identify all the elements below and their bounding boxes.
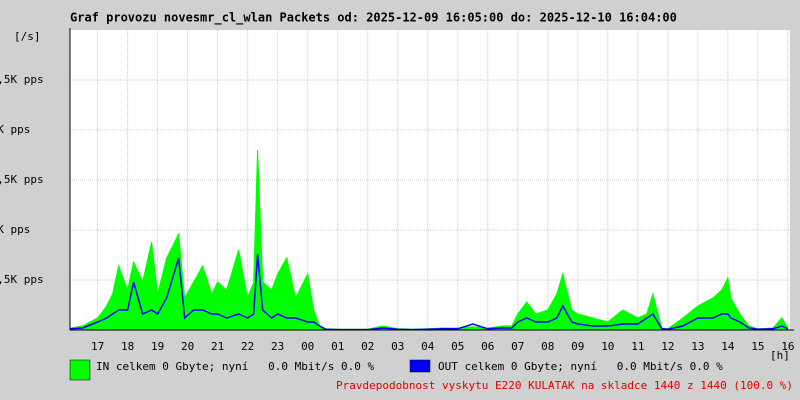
y-tick-label: 50K pps (0, 123, 30, 136)
x-tick-label: 22 (241, 340, 254, 353)
x-tick-label: 15 (751, 340, 764, 353)
y-tick-label: 37,5K pps (0, 173, 44, 186)
x-axis-label: [h] (770, 349, 790, 362)
x-tick-label: 09 (571, 340, 584, 353)
x-tick-label: 00 (301, 340, 314, 353)
x-tick-label: 16 (781, 340, 794, 353)
x-tick-label: 04 (421, 340, 435, 353)
x-tick-label: 11 (631, 340, 644, 353)
footer: Pravdepodobnost vyskytu E220 KULATAK na … (336, 379, 793, 392)
x-tick-label: 23 (271, 340, 284, 353)
x-tick-label: 05 (451, 340, 464, 353)
y-tick-label: 25K pps (0, 223, 30, 236)
x-tick-label: 14 (721, 340, 735, 353)
x-tick-label: 20 (181, 340, 194, 353)
y-tick-label: 12,5K pps (0, 273, 44, 286)
x-tick-label: 06 (481, 340, 494, 353)
legend-label: IN celkem 0 Gbyte; nyní 0.0 Mbit/s 0.0 % (96, 360, 375, 373)
x-tick-label: 03 (391, 340, 404, 353)
x-tick-label: 12 (661, 340, 674, 353)
x-tick-label: 17 (91, 340, 104, 353)
x-tick-label: 19 (151, 340, 164, 353)
x-tick-label: 13 (691, 340, 704, 353)
legend-label: OUT celkem 0 Gbyte; nyní 0.0 Mbit/s 0.0 … (438, 360, 723, 373)
x-tick-label: 18 (121, 340, 134, 353)
x-tick-label: 08 (541, 340, 554, 353)
out-line (70, 253, 789, 331)
y-axis-label: [/s] (14, 30, 41, 43)
x-tick-label: 01 (331, 340, 344, 353)
x-tick-label: 10 (601, 340, 614, 353)
legend-swatch (69, 359, 91, 381)
x-tick-label: 07 (511, 340, 524, 353)
y-tick-label: 62,5K pps (0, 73, 44, 86)
chart-title: Graf provozu novesmr_cl_wlan Packets od:… (70, 11, 677, 26)
legend-swatch (409, 359, 431, 373)
x-tick-label: 02 (361, 340, 374, 353)
x-tick-label: 21 (211, 340, 224, 353)
